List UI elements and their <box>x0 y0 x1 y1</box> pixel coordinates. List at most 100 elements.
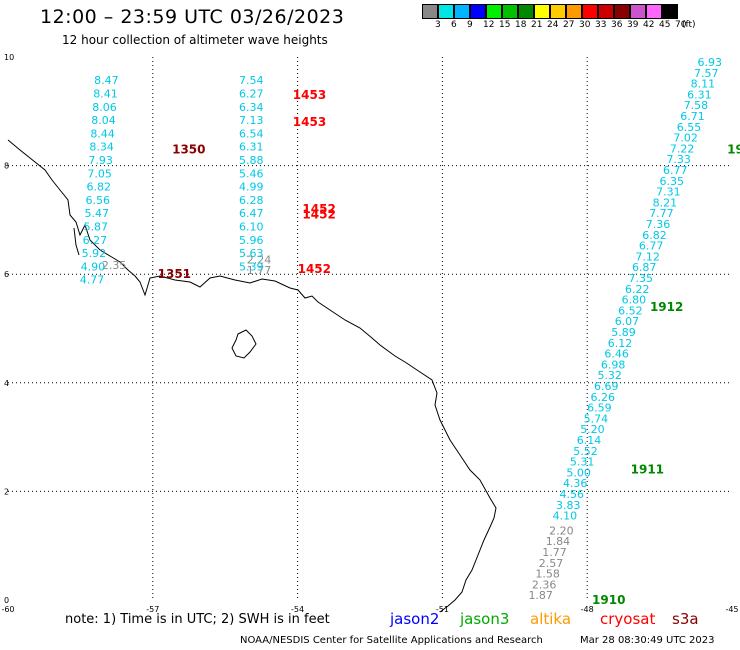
pass-time-label: 19 <box>727 142 740 156</box>
scale-swatch <box>470 4 486 19</box>
swh-value: 8.21 <box>653 196 678 209</box>
swh-value-low: 2.57 <box>539 557 564 570</box>
scale-label: 30 <box>579 20 591 30</box>
swh-value: 5.92 <box>82 247 107 260</box>
coastline <box>7 139 497 613</box>
swh-value: 6.93 <box>698 56 723 69</box>
lon-tick-label: -60 <box>1 605 14 614</box>
swh-value-low: 1.87 <box>528 589 553 602</box>
swh-value: 6.12 <box>608 337 633 350</box>
swh-value: 6.59 <box>587 402 612 415</box>
swh-value: 6.34 <box>239 101 264 114</box>
footnote: note: 1) Time is in UTC; 2) SWH is in fe… <box>65 612 330 627</box>
swh-value: 6.26 <box>591 391 616 404</box>
lon-tick-label: -57 <box>146 605 159 614</box>
pass-time-label: 1350 <box>172 142 205 156</box>
swh-value: 5.46 <box>239 167 264 180</box>
wave-height-tracks: 8.478.418.068.048.448.347.937.056.826.56… <box>80 56 722 602</box>
lat-tick-label: 8 <box>4 162 9 171</box>
satellite-s3a: s3a <box>672 610 699 628</box>
scale-unit: (ft) <box>682 20 696 30</box>
low-wave-points: 2.35 2.241.77 <box>102 253 271 277</box>
credit-line: NOAA/NESDIS Center for Satellite Applica… <box>240 635 543 646</box>
page-title: 12:00 – 23:59 UTC 03/26/2023 <box>40 6 345 28</box>
swh-value: 8.44 <box>90 127 115 140</box>
scale-swatch <box>550 4 566 19</box>
pass-time-label: 1453 <box>293 88 326 102</box>
scale-swatch <box>582 4 598 19</box>
swh-value: 4.90 <box>81 260 106 273</box>
swh-value: 5.96 <box>239 234 264 247</box>
swh-value: 6.46 <box>604 348 629 361</box>
swh-value: 8.34 <box>89 141 114 154</box>
scale-swatch <box>646 4 662 19</box>
color-scale-labels: 3 6 9 12 15 18 21 24 27 30 33 36 39 42 45 70 (ft) <box>422 20 740 34</box>
swh-value-low: 2.35 <box>102 259 127 272</box>
swh-value: 6.31 <box>687 88 712 101</box>
pass-time-label: 1452 <box>298 262 331 276</box>
swh-value: 4.77 <box>80 274 105 287</box>
map-grid <box>8 57 732 600</box>
scale-label: 42 <box>643 20 655 30</box>
swh-value: 5.47 <box>85 207 110 220</box>
swh-value: 5.88 <box>239 154 264 167</box>
satellite-jason2: jason2 <box>390 610 440 628</box>
swh-value: 6.27 <box>239 87 264 100</box>
swh-value: 8.11 <box>691 78 716 91</box>
scale-swatch <box>662 4 678 19</box>
scale-label: 18 <box>515 20 527 30</box>
swh-value: 4.10 <box>553 510 578 523</box>
swh-value: 6.35 <box>660 175 685 188</box>
swh-value: 5.32 <box>597 369 622 382</box>
pass-time-label: 1912 <box>650 300 683 314</box>
swh-value: 7.77 <box>649 207 674 220</box>
swh-value: 6.14 <box>577 434 602 447</box>
swh-value: 6.22 <box>625 283 650 296</box>
scale-swatch <box>598 4 614 19</box>
generated-time: Mar 28 08:30:49 UTC 2023 <box>580 635 715 646</box>
swh-value: 7.33 <box>666 153 691 166</box>
swh-value: 6.82 <box>86 181 111 194</box>
lat-tick-label: 0 <box>4 596 9 605</box>
scale-swatch <box>454 4 470 19</box>
swh-value: 6.27 <box>83 234 108 247</box>
scale-label: 12 <box>483 20 495 30</box>
swh-value: 5.63 <box>239 247 264 260</box>
pass-time-label: 1910 <box>592 593 625 607</box>
pass-time-label: 1453 <box>293 115 326 129</box>
island-path <box>231 329 257 359</box>
scale-swatch <box>502 4 518 19</box>
swh-value: 7.05 <box>87 167 112 180</box>
scale-label: 45 <box>659 20 671 30</box>
swh-value: 6.28 <box>239 194 264 207</box>
scale-label: 15 <box>499 20 511 30</box>
satellite-jason3: jason3 <box>460 610 510 628</box>
scale-swatch <box>438 4 454 19</box>
swh-value: 4.56 <box>560 488 585 501</box>
swh-value: 6.69 <box>594 380 619 393</box>
scale-swatch <box>422 4 438 19</box>
swh-value: 6.56 <box>85 194 110 207</box>
lat-tick-label: 10 <box>4 53 14 62</box>
swh-value: 6.52 <box>618 304 643 317</box>
swh-value: 4.36 <box>563 477 588 490</box>
swh-value: 7.54 <box>239 74 264 87</box>
swh-value: 6.31 <box>239 141 264 154</box>
scale-label: 9 <box>467 20 473 30</box>
river-path <box>73 227 80 256</box>
swh-value: 6.77 <box>639 240 664 253</box>
swh-value: 7.35 <box>629 272 654 285</box>
swh-value: 5.00 <box>566 466 591 479</box>
pass-time-label: 1911 <box>631 463 664 477</box>
lat-tick-label: 6 <box>4 270 9 279</box>
axis-labels: -60 -57 -54 -51 -48 -45 0 2 4 6 8 10 <box>1 53 738 614</box>
lat-tick-label: 4 <box>4 379 9 388</box>
swh-value: 7.93 <box>88 154 113 167</box>
scale-label: 6 <box>451 20 457 30</box>
swh-value-low: 1.84 <box>546 535 571 548</box>
swh-value: 6.55 <box>677 121 702 134</box>
lon-tick-label: -51 <box>436 605 449 614</box>
lon-tick-label: -45 <box>725 605 738 614</box>
swh-value: 6.82 <box>642 229 667 242</box>
